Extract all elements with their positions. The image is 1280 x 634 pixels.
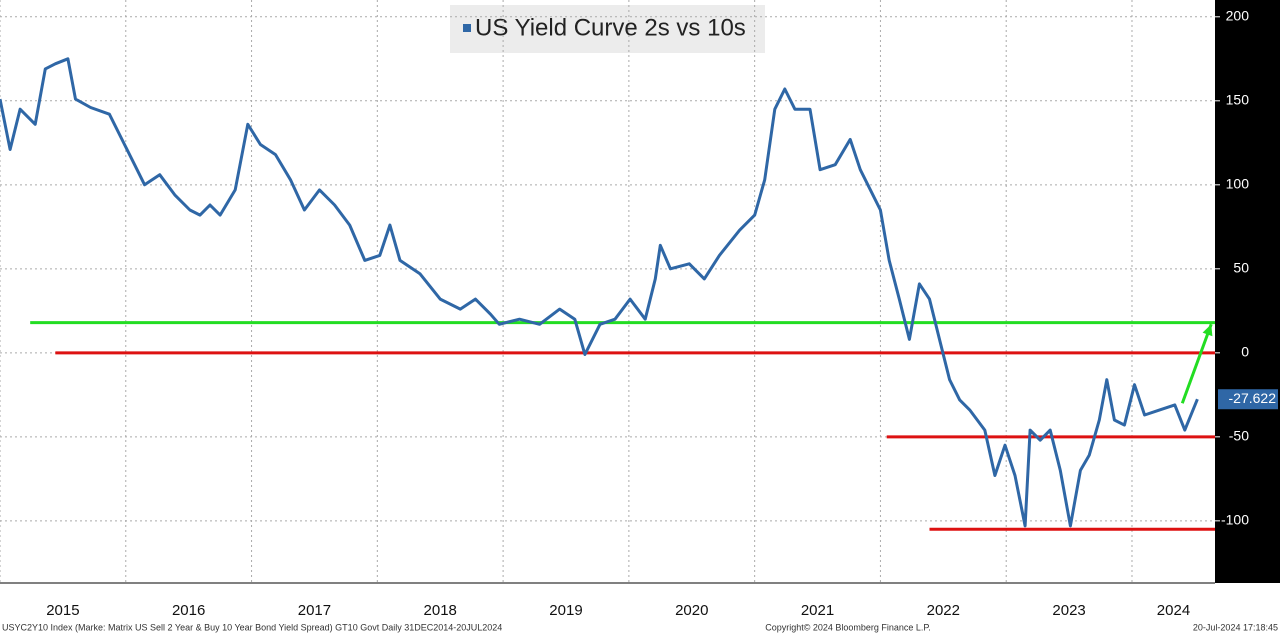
x-tick-label: 2015 — [46, 602, 79, 619]
axis-panel — [1215, 0, 1280, 583]
series-line — [0, 57, 1199, 528]
x-tick-label: 2019 — [549, 602, 582, 619]
arrow-head — [1202, 324, 1213, 337]
x-tick-label: 2017 — [298, 602, 331, 619]
y-tick-label: 200 — [1226, 8, 1250, 24]
y-tick-label: 150 — [1226, 92, 1250, 108]
x-tick-label: 2024 — [1157, 602, 1190, 619]
footer-left: USYC2Y10 Index (Marke: Matrix US Sell 2 … — [2, 622, 502, 632]
legend-box — [450, 5, 765, 53]
y-tick-label: -50 — [1229, 428, 1249, 444]
y-tick-label: 0 — [1241, 344, 1249, 360]
last-value-label: -27.622 — [1229, 390, 1277, 406]
x-tick-label: 2023 — [1052, 602, 1085, 619]
y-tick-label: -100 — [1221, 512, 1249, 528]
x-tick-label: 2021 — [801, 602, 834, 619]
last-value-box — [1218, 389, 1278, 410]
x-tick-label: 2022 — [927, 602, 960, 619]
x-tick-label: 2018 — [424, 602, 457, 619]
arrow-shaft — [1180, 323, 1213, 404]
y-tick-label: 100 — [1226, 176, 1250, 192]
y-tick-label: 50 — [1233, 260, 1249, 276]
x-tick-label: 2016 — [172, 602, 205, 619]
footer-right: 20-Jul-2024 17:18:45 — [1193, 622, 1278, 632]
legend-label: US Yield Curve 2s vs 10s — [475, 14, 746, 41]
x-tick-label: 2020 — [675, 602, 708, 619]
legend-swatch — [463, 24, 471, 32]
footer-center: Copyright© 2024 Bloomberg Finance L.P. — [765, 622, 931, 632]
